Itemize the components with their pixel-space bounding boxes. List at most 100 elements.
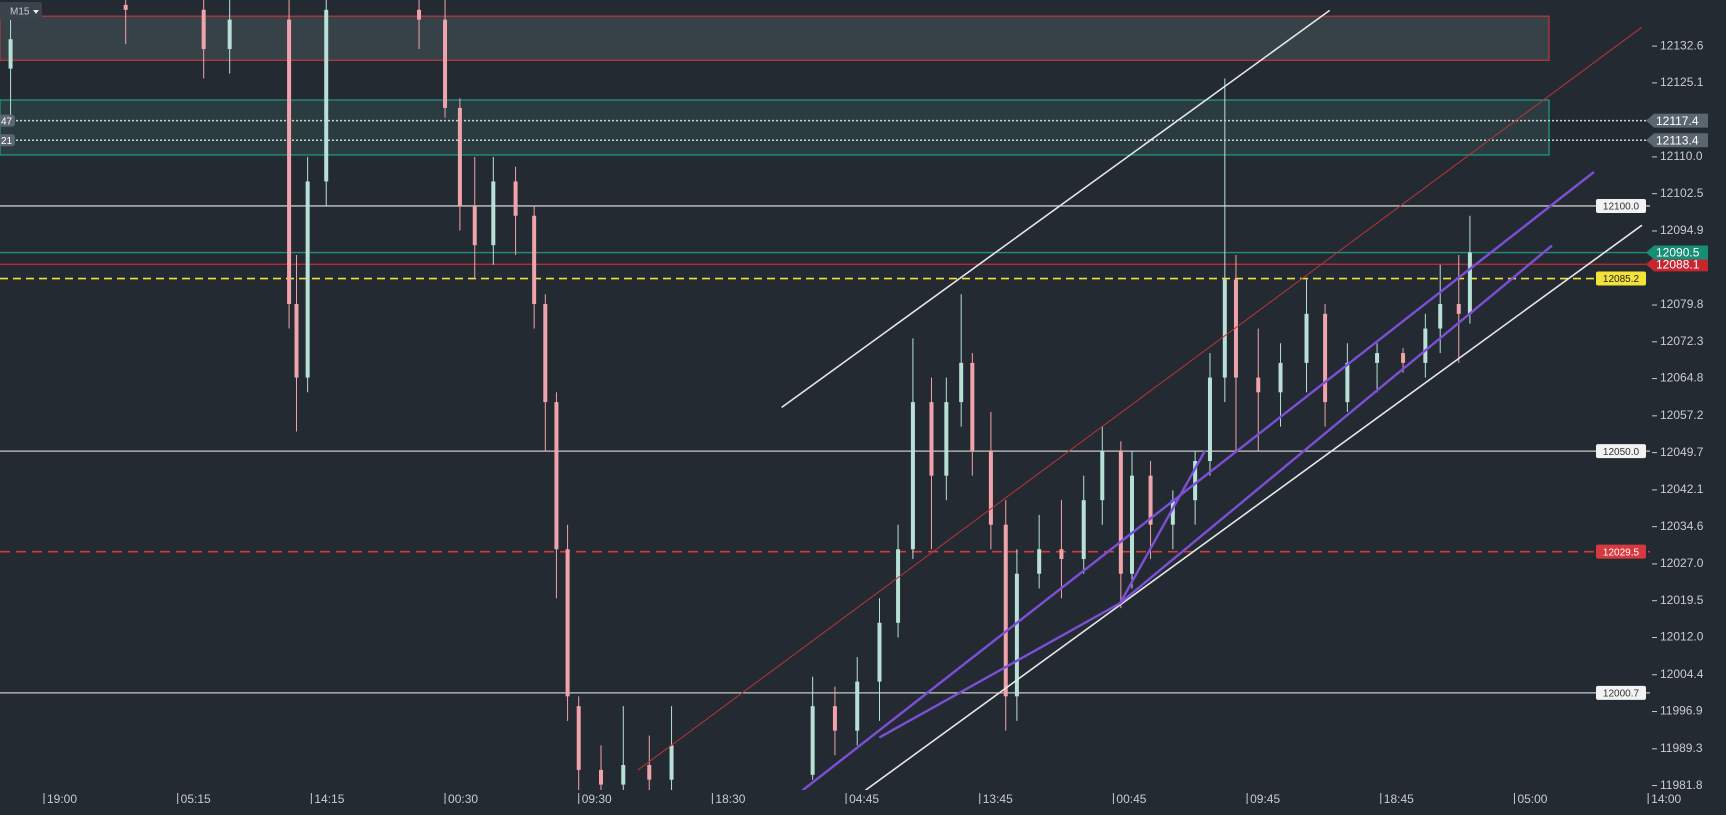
candle-body [877,622,882,682]
level-tag-label: 12100.0 [1603,202,1640,213]
candle-body [1081,500,1086,560]
candle-body [287,19,292,305]
left-tag-label: 21 [1,136,13,147]
timeframe-button[interactable] [0,2,42,20]
candle-body [1003,524,1008,697]
candle-body [944,402,949,476]
candle-body [1345,362,1350,403]
x-tick-label: 00:45 [1116,792,1146,806]
candle-body [123,4,128,10]
level-tag [1596,444,1646,459]
y-tick-label: 12019.5 [1660,593,1704,607]
candle-body [576,706,581,770]
x-tick-label: 05:00 [1517,792,1547,806]
trend-line [781,9,1330,408]
candle-body [472,205,477,246]
level-tag-label: 12000.7 [1603,689,1640,700]
candle-body [621,764,626,785]
dropdown-arrow [33,10,39,14]
candle-body [1233,279,1238,378]
candle-body [305,181,310,378]
left-tag [0,114,15,127]
price-tag-label: 12088.1 [1656,257,1700,271]
price-tag-label: 12090.5 [1656,246,1700,260]
trend-line [1118,244,1553,605]
left-tag-label: 47 [1,116,13,127]
price-tag [1646,113,1708,128]
y-tick-label: 12012.0 [1660,630,1704,644]
y-tick-label: 12042.1 [1660,482,1704,496]
candle-body [929,402,934,476]
x-tick-label: 05:15 [181,792,211,806]
x-tick-label: 00:30 [448,792,478,806]
zone [0,15,1550,61]
candle-body [1100,451,1105,501]
y-tick-label: 12102.5 [1660,186,1704,200]
candle-body [491,181,496,246]
y-tick-label: 12094.9 [1660,223,1704,237]
candle-body [669,745,674,780]
plot-area [0,0,1650,790]
candle-body [1148,475,1153,525]
x-tick-label: 09:30 [582,792,612,806]
candle-body [417,9,422,20]
y-tick-label: 12057.2 [1660,408,1704,422]
candle-body [1304,313,1309,363]
candle-body [1170,500,1175,525]
candle-body [324,9,329,182]
candle-body [970,362,975,452]
price-tag [1646,257,1708,272]
y-tick-label: 12125.1 [1660,75,1704,89]
candle-body [1456,304,1461,314]
y-tick-label: 12064.8 [1660,371,1704,385]
candle-body [1375,353,1380,363]
level-tag-label: 12050.0 [1603,447,1640,458]
y-tick-label: 12034.6 [1660,519,1704,533]
candle-body [1323,313,1328,403]
y-tick-label: 12079.8 [1660,297,1704,311]
candle-body [896,549,901,623]
left-tag [0,134,15,147]
x-tick-label: 14:00 [1651,792,1681,806]
x-tick-label: 13:45 [983,792,1013,806]
candle-body [1059,549,1064,560]
candle-body [457,107,462,206]
trend-line [637,26,1642,771]
candle-body [1193,460,1198,501]
overlays: 12132.6 12125.1 12110.0 12102.5 12094.9 12079… [0,38,1708,806]
candle-body [8,39,13,69]
candle-body [543,304,548,403]
y-tick-label: 12027.0 [1660,556,1704,570]
candle-body [443,19,448,108]
candle-body [1438,304,1443,329]
y-tick-label: 12004.4 [1660,667,1704,681]
candle-body [532,215,537,305]
level-tag [1596,685,1646,700]
x-tick-label: 14:15 [314,792,344,806]
candle-body [855,681,860,731]
candle-body [554,402,559,550]
level-tag [1596,198,1646,213]
trend-line [801,171,1595,790]
y-tick-label: 12110.0 [1660,149,1703,163]
trend-line [864,224,1643,790]
price-tag [1646,245,1708,260]
price-tag-label: 12117.4 [1656,114,1699,128]
x-tick-label: 18:45 [1384,792,1414,806]
candle-body [598,769,603,785]
x-tick-label: 18:30 [715,792,745,806]
candle-body [1207,377,1212,461]
candle-body [1278,362,1283,393]
candle-body [988,451,993,525]
candle-body [294,304,299,378]
candle-body [227,19,232,50]
candle-body [1401,353,1406,363]
candle-body [810,706,815,775]
timeframe[interactable]: M15 [10,7,30,18]
level-tag [1596,271,1646,286]
candle-body [513,181,518,216]
candle-body [1037,549,1042,574]
x-tick-label: 04:45 [849,792,879,806]
